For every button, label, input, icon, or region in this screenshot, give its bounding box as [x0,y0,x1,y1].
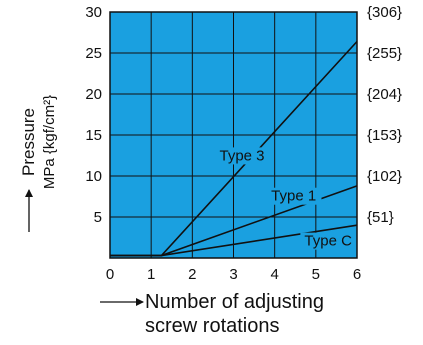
y-axis-label: Pressure MPa {kgf/cm²} [19,95,58,189]
x-tick-label: 6 [353,266,361,283]
y-axis-label-line-2: MPa {kgf/cm²} [41,95,58,189]
x-tick-label: 3 [229,266,237,283]
y2-tick-label: {204} [367,86,402,103]
x-tick-label: 2 [188,266,196,283]
series-label-type-1: Type 1 [271,188,316,205]
y-tick-label: 25 [85,45,102,62]
x-tick-label: 1 [147,266,155,283]
series-label-type-3: Type 3 [220,147,265,164]
series-label-bg [300,232,356,250]
x-axis-label-line-1: Number of adjusting [145,291,324,313]
x-tick-label: 0 [106,266,114,283]
y2-tick-label: {306} [367,4,402,21]
series-label-type-c: Type C [304,233,352,250]
y2-tick-label: {255} [367,45,402,62]
y-tick-label: 20 [85,86,102,103]
y-tick-label: 10 [85,168,102,185]
series-lines [110,40,358,257]
x-axis-label-line-2: screw rotations [145,315,280,337]
series-line-type-c [110,224,358,257]
series-label-bg [265,187,322,205]
y2-tick-labels: {51} {102} {153} {204} {255} {306} [367,4,402,226]
y2-tick-label: {51} [367,209,394,226]
y-tick-label: 15 [85,127,102,144]
series-label-bg [214,147,270,165]
y-axis-label-line-1: Pressure [19,108,38,176]
grid [110,12,357,258]
y-tick-label: 5 [94,209,102,226]
series-labels: Type 3 Type 1 Type C [214,147,356,250]
y2-tick-label: {153} [367,127,402,144]
y-tick-label: 30 [85,4,102,21]
x-tick-label: 4 [270,266,278,283]
x-tick-label: 5 [312,266,320,283]
y-tick-labels: 5 10 15 20 25 30 [85,4,102,226]
y2-tick-label: {102} [367,168,402,185]
x-tick-labels: 0 1 2 3 4 5 6 [106,266,361,283]
